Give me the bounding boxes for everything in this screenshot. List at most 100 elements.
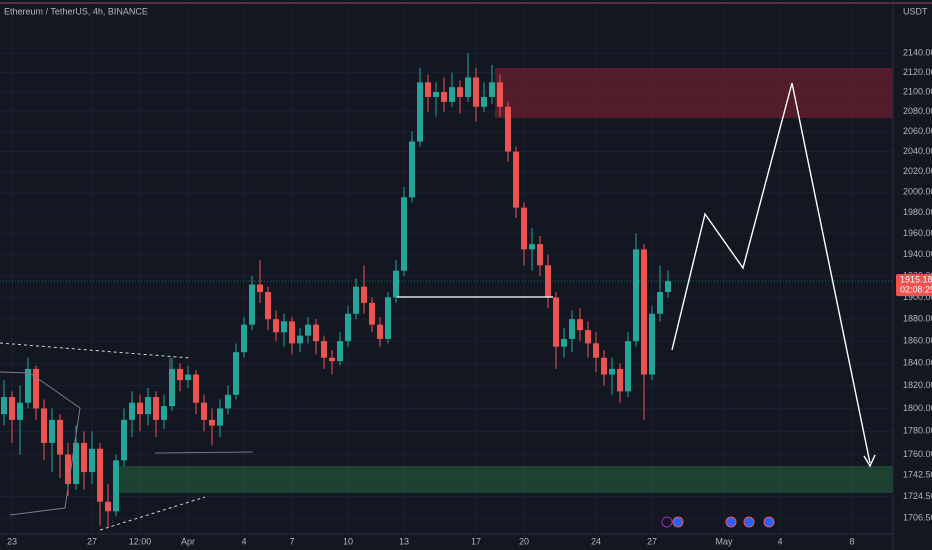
y-tick-label: 2040.00: [903, 146, 932, 156]
currency: USDT: [903, 6, 928, 16]
candle-body: [297, 335, 303, 344]
candle-body: [593, 343, 599, 358]
candle-body: [473, 77, 479, 107]
y-tick-label: 2060.00: [903, 126, 932, 136]
candle-body: [385, 297, 391, 339]
y-tick-label: 1800.00: [903, 403, 932, 413]
candle-body: [401, 197, 407, 271]
y-tick-label: 1742.50: [903, 469, 932, 479]
candle-body: [201, 402, 207, 420]
x-tick-label: 10: [343, 536, 353, 546]
candle-body: [249, 284, 255, 325]
event-icons: [661, 516, 775, 528]
candle-body: [537, 244, 543, 266]
candle-body: [289, 321, 295, 344]
candle-body: [625, 341, 631, 392]
y-tick-label: 1840.00: [903, 358, 932, 368]
candle-body: [433, 92, 439, 97]
event-icon[interactable]: [725, 516, 737, 528]
candle-body: [1, 397, 7, 415]
x-tick-label: Apr: [181, 536, 195, 546]
y-tick-label: 1706.50: [903, 512, 932, 522]
candle-body: [241, 324, 247, 353]
candle-body: [609, 368, 615, 375]
y-tick-label: 2020.00: [903, 166, 932, 176]
event-icon[interactable]: [661, 516, 673, 528]
x-tick-label: 4: [777, 536, 782, 546]
candle-body: [209, 419, 215, 426]
candle-body: [369, 302, 375, 325]
candle-body: [513, 151, 519, 208]
candle-body: [545, 265, 551, 298]
x-tick-label: 24: [591, 536, 601, 546]
candle-body: [457, 87, 463, 97]
candle-body: [81, 442, 87, 473]
candle-body: [17, 402, 23, 420]
candle-body: [657, 292, 663, 314]
candle-body: [257, 284, 263, 293]
x-tick-label: 27: [647, 536, 657, 546]
candle-body: [553, 297, 559, 347]
y-tick-label: 1900.00: [903, 292, 932, 302]
x-tick-label: 8: [849, 536, 854, 546]
projection-path: [671, 82, 871, 464]
candle-body: [505, 106, 511, 152]
candle-body: [641, 249, 647, 375]
event-icon[interactable]: [743, 516, 755, 528]
candle-body: [585, 330, 591, 344]
candle-body: [449, 87, 455, 102]
x-tick-label: 23: [7, 536, 17, 546]
candle-body: [49, 419, 55, 443]
candle-body: [121, 419, 127, 461]
y-tick-label: 1980.00: [903, 207, 932, 217]
y-tick-label: 1960.00: [903, 228, 932, 238]
candle-body: [665, 281, 671, 293]
candle-body: [265, 292, 271, 320]
candle-body: [489, 82, 495, 97]
candle-body: [9, 397, 15, 420]
pattern-line: [0, 371, 81, 516]
y-tick-label: 1940.00: [903, 249, 932, 259]
candle-body: [145, 397, 151, 415]
y-tick-label: 1860.00: [903, 336, 932, 346]
trend-line: [0, 342, 191, 359]
candle-body: [321, 341, 327, 358]
x-tick-label: May: [715, 536, 733, 546]
pattern-line: [154, 451, 254, 454]
candle-body: [417, 82, 423, 142]
demand-zone: [118, 466, 893, 493]
x-tick-label: 20: [519, 536, 529, 546]
candle-body: [425, 82, 431, 97]
candle-body: [217, 408, 223, 426]
candle-body: [105, 501, 111, 512]
candle-body: [649, 313, 655, 375]
candle-body: [633, 249, 639, 342]
candle-body: [465, 77, 471, 97]
candle-body: [25, 368, 31, 403]
y-tick-label: 2140.00: [903, 48, 932, 58]
projection-arrow: [863, 454, 876, 468]
candle-body: [305, 324, 311, 336]
y-tick-label: 1780.00: [903, 426, 932, 436]
x-tick-label: 13: [399, 536, 409, 546]
candle-body: [337, 341, 343, 362]
candle-body: [193, 374, 199, 403]
candle-body: [273, 319, 279, 333]
candle-body: [377, 324, 383, 339]
candle-body: [353, 286, 359, 314]
candle-body: [65, 454, 71, 484]
event-icon[interactable]: [763, 516, 775, 528]
candle-body: [177, 368, 183, 381]
candle-body: [97, 448, 103, 502]
candle-body: [233, 352, 239, 395]
candle-body: [521, 207, 527, 250]
candle-body: [409, 141, 415, 198]
candle-body: [57, 419, 63, 455]
candle-body: [481, 96, 487, 107]
x-tick-label: 12:00: [129, 536, 152, 546]
last-price-box: [896, 274, 932, 297]
candle-body: [529, 244, 535, 250]
event-icon[interactable]: [672, 516, 684, 528]
y-tick-label: 2080.00: [903, 106, 932, 116]
